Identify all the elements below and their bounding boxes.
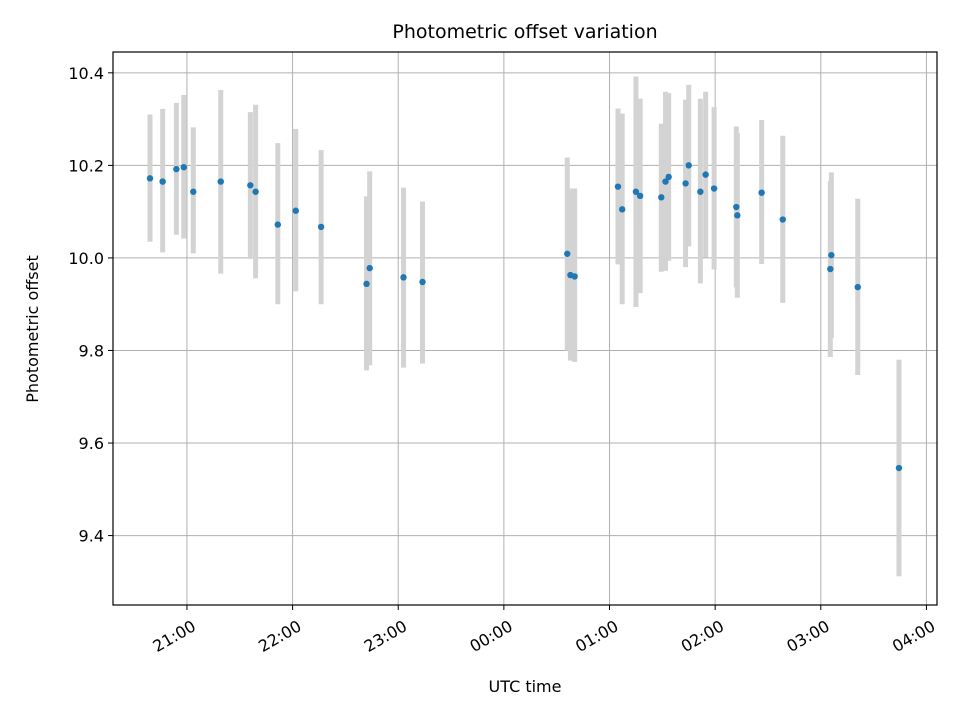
- data-point: [190, 188, 197, 195]
- data-point: [710, 185, 718, 192]
- data-point: [274, 221, 281, 228]
- data-point: [363, 280, 370, 288]
- data-point: [758, 189, 765, 196]
- y-tick-label: 10.4: [68, 64, 104, 83]
- data-point: [662, 178, 669, 185]
- data-point: [702, 171, 709, 178]
- data-point: [292, 207, 299, 214]
- data-point: [665, 173, 672, 181]
- data-point: [614, 183, 622, 190]
- data-point: [632, 188, 640, 195]
- y-tick-label: 10.2: [68, 156, 104, 175]
- data-point: [564, 250, 571, 257]
- data-point: [571, 273, 578, 280]
- data-point: [317, 223, 325, 231]
- data-point: [779, 216, 786, 223]
- data-point: [682, 180, 689, 187]
- y-tick-label: 9.8: [79, 341, 104, 360]
- data-point: [828, 251, 835, 259]
- data-point: [252, 188, 259, 195]
- data-point: [146, 175, 154, 182]
- data-point: [173, 165, 180, 173]
- x-axis-title: UTC time: [489, 677, 562, 696]
- data-point: [400, 274, 407, 281]
- data-point: [895, 464, 903, 472]
- data-point: [697, 188, 704, 195]
- data-point: [658, 194, 665, 201]
- data-point: [366, 264, 373, 272]
- data-point: [733, 203, 740, 211]
- data-point: [419, 278, 426, 286]
- data-points: [146, 162, 903, 472]
- data-point: [618, 206, 626, 213]
- data-point: [854, 283, 861, 291]
- data-point: [685, 162, 692, 169]
- data-point: [247, 182, 254, 189]
- plot-frame: [112, 51, 938, 606]
- data-point: [180, 164, 187, 171]
- data-point: [827, 265, 834, 273]
- data-point: [636, 192, 644, 200]
- chart-title: Photometric offset variation: [392, 21, 657, 43]
- y-tick-label: 9.6: [79, 434, 104, 453]
- y-axis-ticks: 9.4 9.6 9.8 10.0 10.2 10.4: [68, 64, 113, 546]
- data-point: [217, 178, 224, 185]
- y-tick-label: 10.0: [68, 249, 104, 268]
- y-axis-title: Photometric offset: [23, 255, 42, 403]
- data-point: [159, 178, 166, 185]
- data-point: [734, 212, 741, 219]
- y-tick-label: 9.4: [79, 527, 104, 546]
